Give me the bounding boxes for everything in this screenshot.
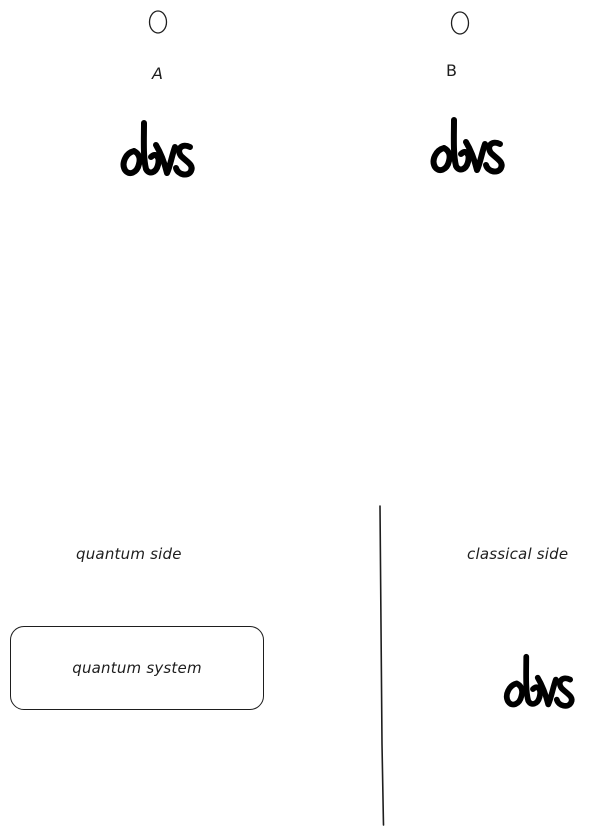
quantum-system-box: quantum system xyxy=(10,626,264,710)
obs-classical-handwritten: obs xyxy=(497,651,587,713)
obs-classical-text: obs xyxy=(587,651,588,652)
quantum-classical-divider xyxy=(379,505,385,826)
qubit-a-circle-icon xyxy=(148,10,168,34)
party-a-label: A xyxy=(152,64,163,83)
obs-a-handwritten: obs xyxy=(118,117,203,182)
quantum-side-label: quantum side xyxy=(76,545,182,563)
qubit-b-circle-icon xyxy=(450,11,470,35)
obs-b-handwritten: obs xyxy=(428,114,513,179)
party-a-group: A obs xyxy=(100,0,220,200)
quantum-system-label: quantum system xyxy=(72,659,202,677)
obs-b-text: obs xyxy=(513,114,514,115)
obs-a-drawing xyxy=(120,120,195,178)
party-b-group: B obs xyxy=(410,0,530,200)
obs-b-drawing xyxy=(430,117,505,175)
party-b-label: B xyxy=(446,61,457,80)
classical-side-label: classical side xyxy=(467,545,569,563)
obs-classical-drawing xyxy=(503,653,575,709)
obs-a-text: obs xyxy=(203,117,204,118)
